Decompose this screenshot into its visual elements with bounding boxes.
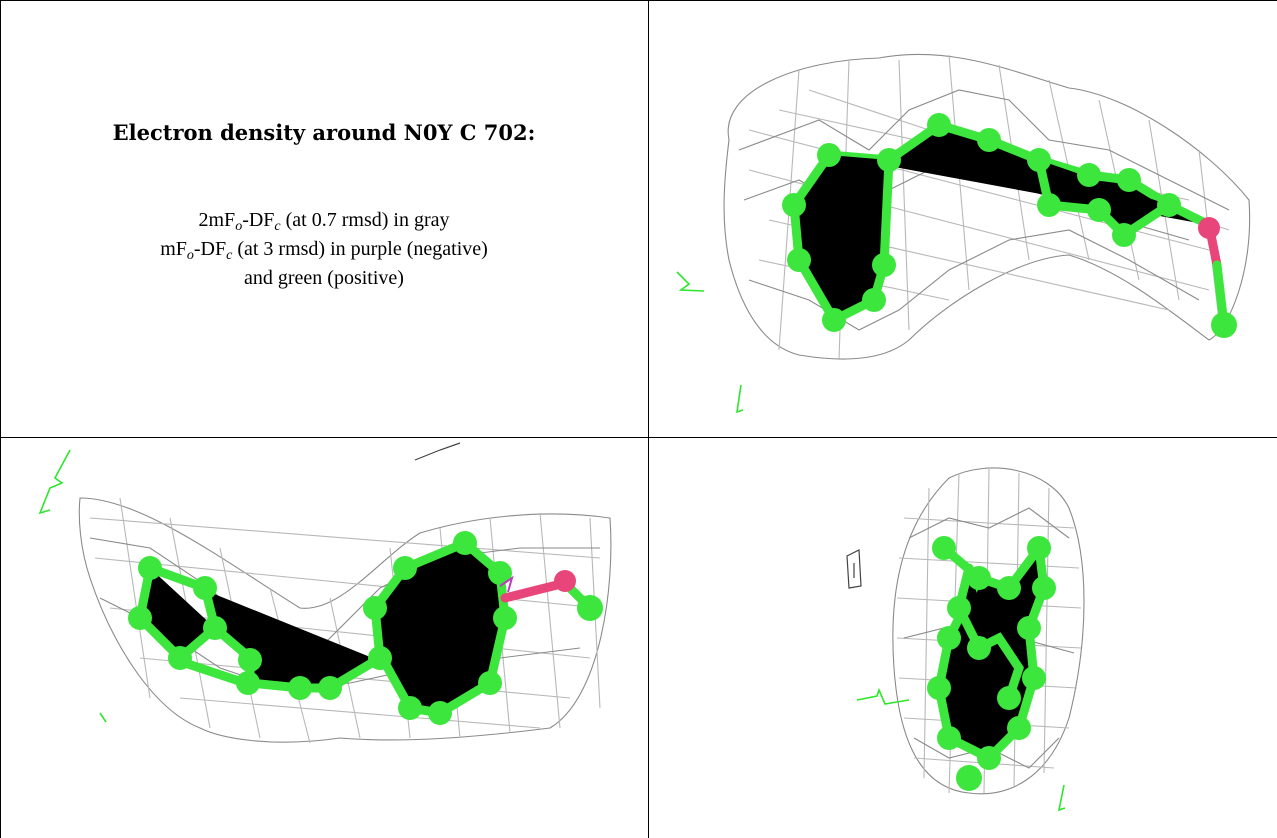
ligand-model [128,531,603,725]
density-view-1 [649,0,1277,437]
positive-density-blob [676,271,705,292]
ligand-model [782,113,1237,338]
grid-line-center [648,0,649,838]
density-view-2 [0,438,648,838]
density-view-3 [649,438,1277,838]
density-view-3-image [846,467,1085,812]
grid-line-middle [0,437,1277,438]
positive-density-blob [736,384,744,414]
density-view-1-image [676,53,1251,414]
caption-description: 2mFo-DFc (at 0.7 rmsd) in gray mFo-DFc (… [0,206,648,293]
grid-line-left [0,0,1,838]
positive-density-blob [38,449,71,515]
density-view-2-image [38,442,612,744]
caption-line-1: 2mFo-DFc (at 0.7 rmsd) in gray [198,209,450,234]
positive-density-blob [1057,784,1066,812]
positive-density-blob [99,712,107,723]
mesh-fragment [414,442,461,461]
caption-title: Electron density around N0Y C 702: [112,120,536,145]
positive-density-blob [856,687,910,705]
ligand-model [927,536,1056,791]
mesh-fragment [846,549,862,589]
grid-line-top [0,0,1277,1]
caption-line-2: mFo-DFc (at 3 rmsd) in purple (negative) [160,238,488,263]
caption-line-3: and green (positive) [244,267,404,289]
caption-panel: Electron density around N0Y C 702: 2mFo-… [0,0,648,437]
